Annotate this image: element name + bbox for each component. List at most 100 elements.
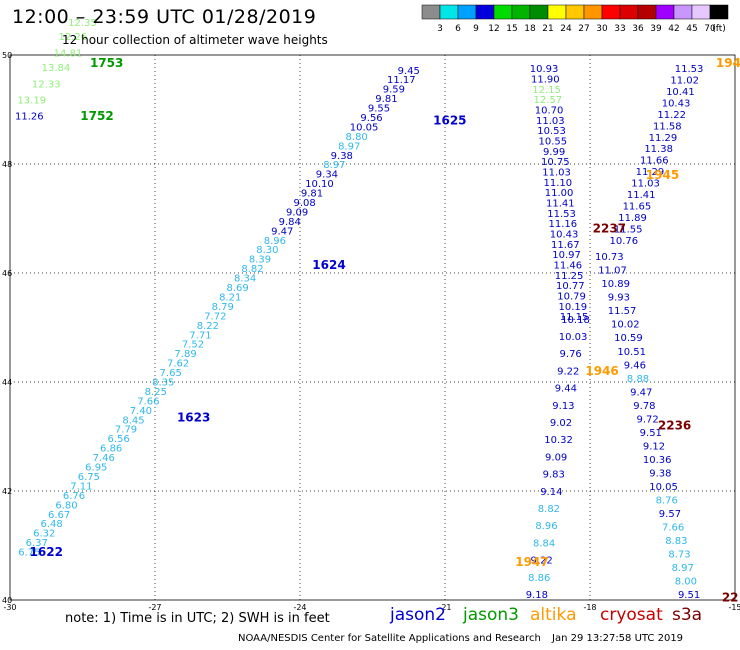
grid-lines bbox=[10, 55, 735, 600]
swh-value: 10.97 bbox=[552, 250, 581, 261]
time-label: 1624 bbox=[312, 258, 345, 272]
time-label: 1944 bbox=[716, 56, 740, 70]
swh-value: 8.84 bbox=[533, 538, 555, 549]
swh-value: 11.03 bbox=[536, 116, 565, 127]
colorbar-swatch bbox=[457, 4, 477, 20]
swh-value: 7.11 bbox=[70, 481, 92, 492]
y-tick-label: 46 bbox=[2, 269, 12, 278]
y-tick-label: 44 bbox=[2, 378, 12, 387]
swh-value: 8.88 bbox=[627, 374, 649, 385]
swh-value: 6.75 bbox=[78, 472, 100, 483]
swh-value: 11.29 bbox=[636, 167, 665, 178]
credit-line: NOAA/NESDIS Center for Satellite Applica… bbox=[238, 633, 541, 644]
swh-value: 10.10 bbox=[305, 179, 334, 190]
swh-value: 9.14 bbox=[540, 487, 562, 498]
swh-value: 8.21 bbox=[219, 292, 241, 303]
axes: -30 -27 -24 -21 -18 -15 40 42 44 46 48 50 bbox=[2, 51, 740, 612]
swh-value: 8.69 bbox=[227, 283, 249, 294]
swh-value: 10.70 bbox=[535, 105, 564, 116]
swh-value: 12.57 bbox=[534, 95, 563, 106]
swh-value: 9.22 bbox=[531, 556, 553, 567]
swh-value: 9.78 bbox=[633, 401, 655, 412]
swh-value: 10.19 bbox=[558, 302, 587, 313]
colorbar-tick-label: 6 bbox=[455, 24, 461, 34]
swh-value: 6.86 bbox=[100, 444, 122, 455]
swh-value: 10.02 bbox=[611, 320, 640, 331]
swh-value: 9.56 bbox=[360, 113, 382, 124]
x-tick-label: -15 bbox=[728, 603, 740, 612]
colorbar-tick-label: 24 bbox=[560, 24, 572, 34]
swh-value: 10.41 bbox=[666, 87, 695, 98]
swh-value: 12.15 bbox=[532, 85, 561, 96]
colorbar-tick-label: 45 bbox=[686, 24, 697, 34]
swh-value: 11.02 bbox=[670, 76, 699, 87]
swh-value: 9.38 bbox=[649, 468, 671, 479]
swh-value: 8.25 bbox=[145, 387, 167, 398]
colorbar-swatch bbox=[529, 4, 549, 20]
time-label: 1753 bbox=[90, 56, 123, 70]
swh-value: 11.16 bbox=[548, 219, 577, 230]
swh-value: 14.81 bbox=[54, 48, 83, 59]
time-label: 22 bbox=[722, 590, 739, 604]
colorbar-tick-label: 9 bbox=[473, 24, 479, 34]
colorbar-tick-label: 18 bbox=[524, 24, 536, 34]
swh-value: 9.55 bbox=[368, 104, 390, 115]
swh-value: 6.80 bbox=[55, 500, 77, 511]
legend-jason3: jason3 bbox=[463, 605, 519, 625]
swh-value: 8.97 bbox=[672, 563, 694, 574]
swh-value: 8.82 bbox=[241, 264, 263, 275]
colorbar-tick-label: 39 bbox=[650, 24, 662, 34]
swh-value: 8.30 bbox=[256, 245, 278, 256]
colorbar-swatch bbox=[421, 4, 441, 20]
swh-value: 10.89 bbox=[601, 279, 630, 290]
swh-value: 11.57 bbox=[608, 306, 637, 317]
swh-value: 12.33 bbox=[32, 79, 61, 90]
swh-value: 11.03 bbox=[542, 167, 571, 178]
swh-value: 11.55 bbox=[614, 224, 643, 235]
swh-value: 10.03 bbox=[559, 332, 588, 343]
swh-value: 10.43 bbox=[662, 98, 691, 109]
swh-value: 11.03 bbox=[631, 179, 660, 190]
swh-value: 10.55 bbox=[539, 136, 568, 147]
colorbar-swatch bbox=[565, 4, 585, 20]
swh-value: 9.46 bbox=[624, 360, 646, 371]
swh-value: 10.53 bbox=[537, 126, 566, 137]
swh-value: 10.05 bbox=[649, 482, 678, 493]
colorbar-swatch bbox=[493, 4, 513, 20]
swh-value: 8.79 bbox=[212, 302, 234, 313]
y-tick-label: 42 bbox=[2, 487, 12, 496]
swh-value: 7.79 bbox=[115, 425, 137, 436]
swh-value: 8.96 bbox=[535, 521, 557, 532]
colorbar-tick-label: 3 bbox=[437, 24, 443, 34]
swh-value: 9.02 bbox=[550, 418, 572, 429]
swh-value: 10.36 bbox=[643, 455, 672, 466]
swh-value: 11.10 bbox=[543, 178, 572, 189]
legend-cryosat: cryosat bbox=[600, 605, 663, 625]
swh-value: 11.22 bbox=[657, 110, 686, 121]
colorbar-swatch bbox=[691, 4, 711, 20]
colorbar-swatch bbox=[547, 4, 567, 20]
swh-value: 10.51 bbox=[617, 347, 646, 358]
swh-value: 9.38 bbox=[331, 151, 353, 162]
swh-value: 9.45 bbox=[398, 66, 420, 77]
swh-value: 9.59 bbox=[383, 85, 405, 96]
swh-value: 13.19 bbox=[17, 96, 46, 107]
legend-altika: altika bbox=[530, 605, 577, 625]
swh-value: 8.22 bbox=[197, 321, 219, 332]
swh-value: 9.72 bbox=[636, 414, 658, 425]
swh-value: 7.71 bbox=[189, 330, 211, 341]
swh-value: 8.96 bbox=[264, 236, 286, 247]
swh-value: 9.51 bbox=[678, 590, 700, 601]
time-label: 1623 bbox=[177, 410, 210, 424]
colorbar-swatch bbox=[619, 4, 639, 20]
swh-value: 9.47 bbox=[271, 226, 293, 237]
time-label: 1622 bbox=[30, 545, 63, 559]
plot-frame bbox=[9, 54, 736, 601]
time-label: 1625 bbox=[433, 113, 466, 127]
swh-value: 11.07 bbox=[598, 266, 627, 277]
swh-value: 6.95 bbox=[85, 463, 107, 474]
swh-value: 11.41 bbox=[546, 198, 575, 209]
swh-value: 11.15 bbox=[560, 312, 589, 323]
swh-value: 7.72 bbox=[204, 311, 226, 322]
swh-value: 10.05 bbox=[350, 122, 379, 133]
